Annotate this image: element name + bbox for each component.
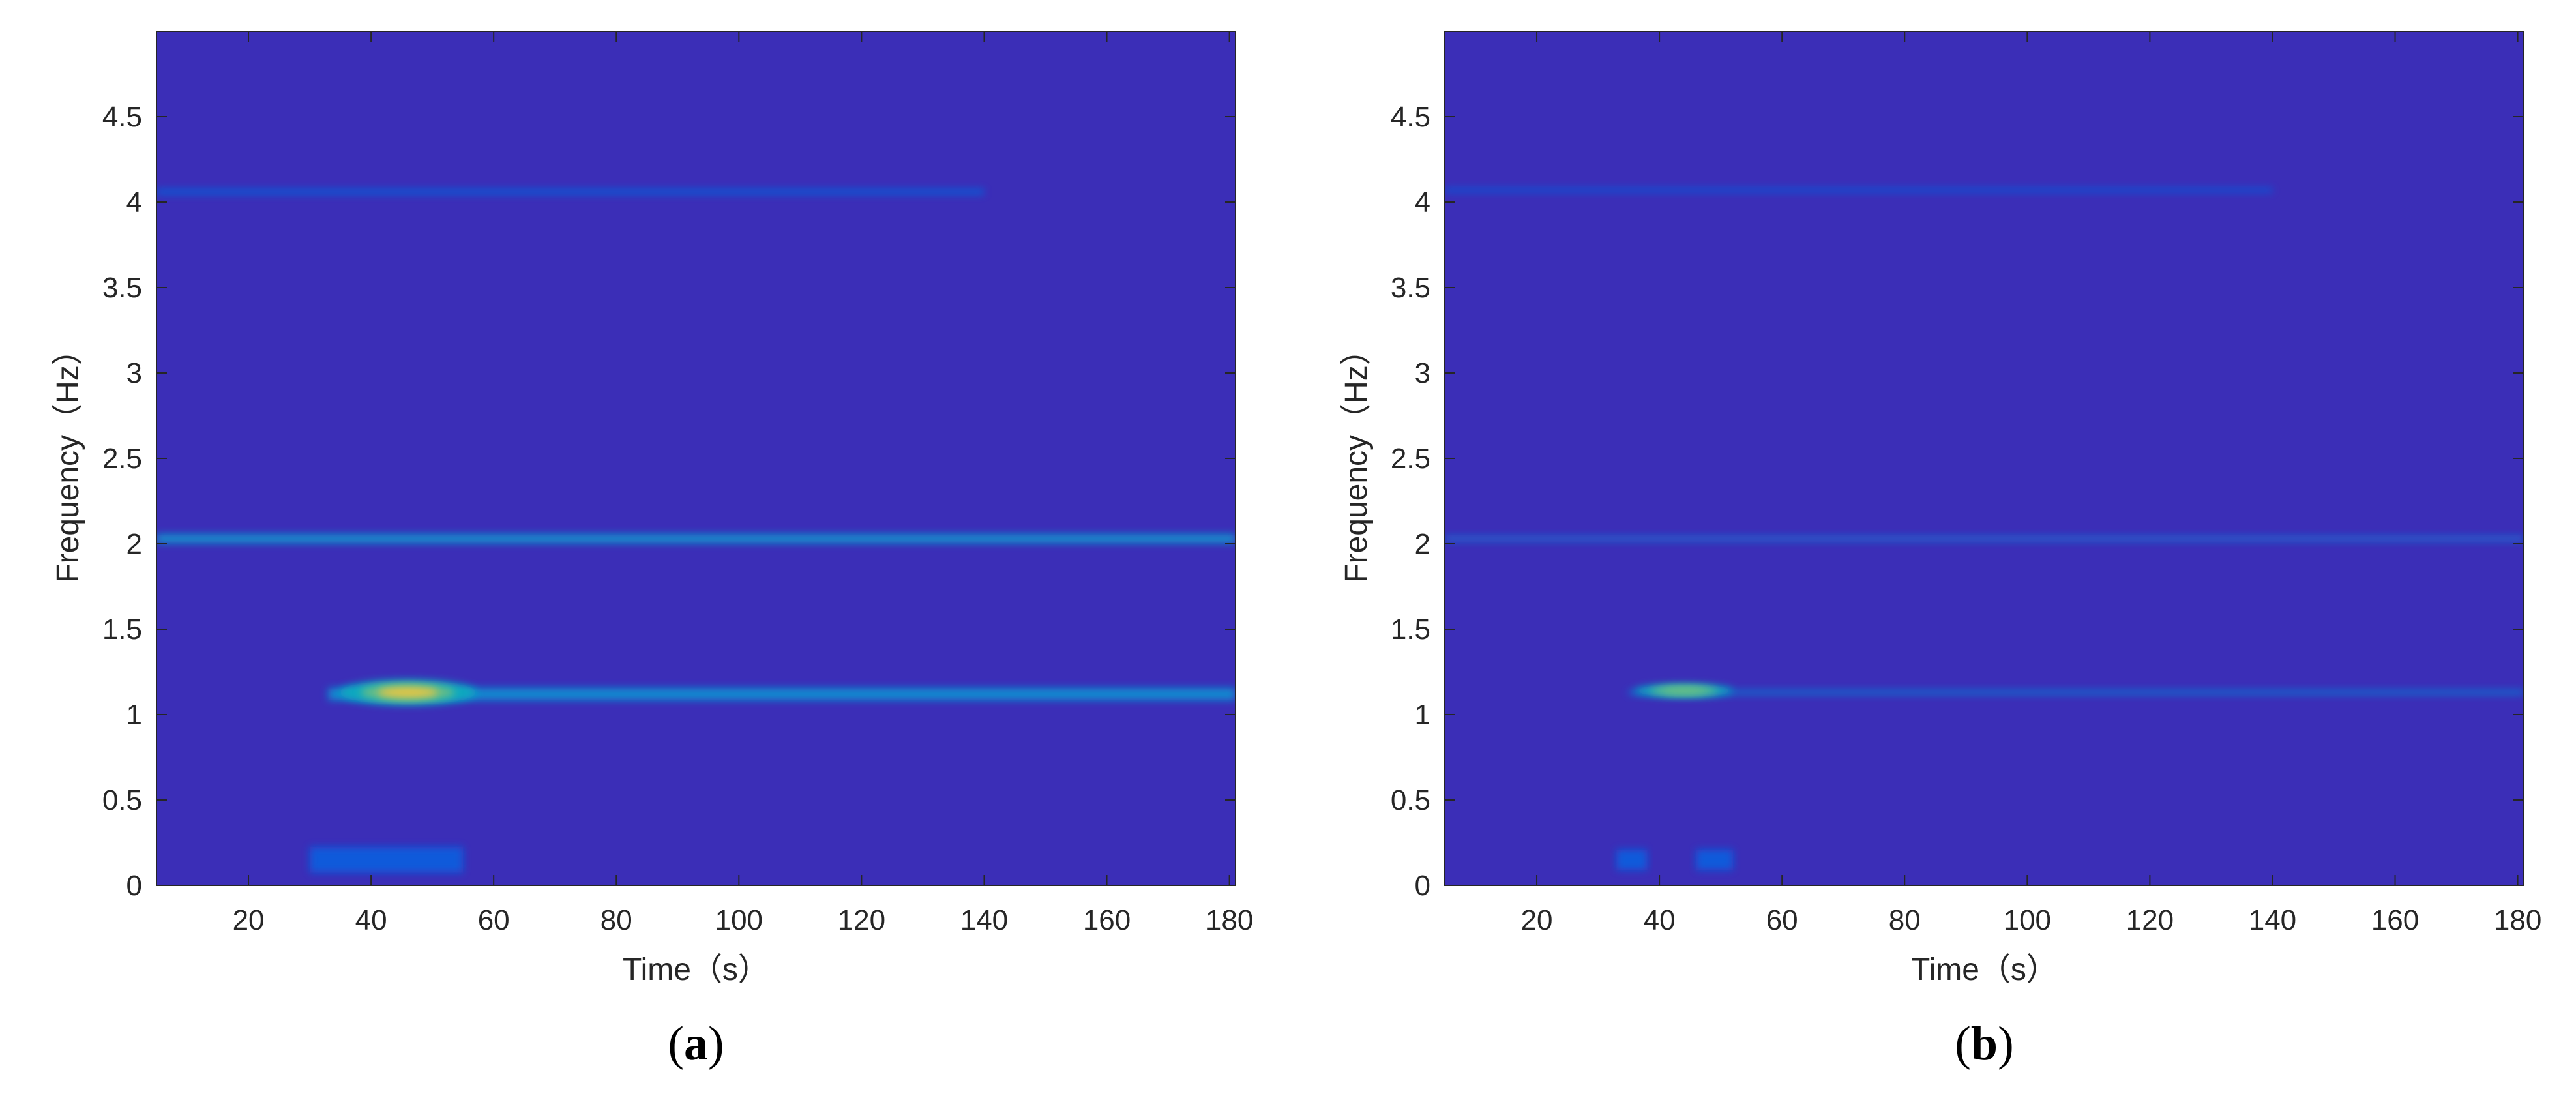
y-axis-label: Frequency（Hz）	[51, 334, 85, 582]
spectrogram-chart-a: 20 40 60 80 100 120 140 160 180 0 0.5 1 1.5 2 2.5 3 3.5 4…	[51, 31, 1253, 1071]
x-tick-label: 140	[960, 904, 1008, 936]
ridge-0	[1445, 537, 2524, 541]
x-tick-label: 160	[1083, 904, 1131, 936]
y-tick-label: 2.5	[102, 443, 142, 475]
spectrogram-layer	[1445, 188, 2524, 870]
ridge-3	[310, 847, 464, 873]
x-tick-label: 20	[233, 904, 265, 936]
y-tick-label: 0	[1415, 870, 1430, 902]
y-axis-label: Frequency（Hz）	[1339, 334, 1374, 582]
y-tick-label: 2	[1415, 528, 1430, 560]
y-tick-label: 4	[1415, 186, 1430, 218]
y-tick-label: 1	[126, 699, 142, 731]
x-axis-label: Time（s）	[1911, 953, 2058, 987]
y-tick-label: 2	[126, 528, 142, 560]
x-tick-label: 180	[1206, 904, 1253, 936]
ridge-4	[1696, 849, 1733, 870]
ridge-2	[1445, 188, 2273, 192]
x-tick-label: 140	[2249, 904, 2296, 936]
y-tick-label: 1.5	[102, 614, 142, 645]
y-tick-label: 1	[1415, 699, 1430, 731]
hotspot-0-layer-2	[1662, 688, 1706, 694]
x-axis-label: Time（s）	[623, 953, 769, 987]
x-tick-label: 60	[1766, 904, 1798, 936]
panel-a: 20 40 60 80 100 120 140 160 180 0 0.5 1 1.5 2 2.5 3 3.5 4…	[51, 31, 1253, 1071]
y-tick-label: 4	[126, 186, 142, 218]
y-tick-label: 0	[126, 870, 142, 902]
y-tick-label: 3.5	[102, 272, 142, 304]
x-tick-label: 20	[1521, 904, 1553, 936]
x-tick-label: 100	[715, 904, 763, 936]
y-tick-label: 0.5	[102, 784, 142, 816]
y-tick-label: 2.5	[1391, 443, 1430, 475]
spectrogram-chart-b: 20 40 60 80 100 120 140 160 180 0 0.5 1 1.5 2 2.5 3 3.5 4…	[1339, 31, 2541, 1071]
x-tick-label: 120	[2126, 904, 2174, 936]
x-tick-label: 60	[478, 904, 510, 936]
plot-background	[1445, 31, 2524, 885]
ridge-1	[328, 688, 1236, 700]
x-tick-label: 80	[600, 904, 632, 936]
x-tick-label: 40	[1644, 904, 1676, 936]
y-tick-label: 4.5	[102, 101, 142, 133]
y-tick-label: 3.5	[1391, 272, 1430, 304]
ridge-2	[156, 189, 985, 195]
hotspot-0-layer-2	[378, 687, 438, 698]
y-tick-label: 0.5	[1391, 784, 1430, 816]
x-tick-label: 40	[355, 904, 387, 936]
panel-b: 20 40 60 80 100 120 140 160 180 0 0.5 1 1.5 2 2.5 3 3.5 4…	[1288, 0, 2576, 1111]
y-tick-label: 3	[1415, 357, 1430, 389]
ridge-0	[156, 534, 1236, 543]
plot-background	[156, 31, 1236, 885]
x-tick-label: 160	[2371, 904, 2419, 936]
y-tick-label: 1.5	[1391, 614, 1430, 645]
x-tick-label: 120	[838, 904, 885, 936]
panel-label: (a)	[668, 1017, 724, 1071]
x-tick-label: 100	[2004, 904, 2051, 936]
spectrogram-layer	[156, 189, 1236, 873]
ridge-3	[1616, 849, 1648, 870]
y-tick-label: 3	[126, 357, 142, 389]
y-tick-label: 4.5	[1391, 101, 1430, 133]
panel-label: (b)	[1955, 1017, 2013, 1071]
ridge-1	[1629, 690, 2524, 694]
x-tick-label: 80	[1889, 904, 1921, 936]
x-tick-label: 180	[2494, 904, 2541, 936]
